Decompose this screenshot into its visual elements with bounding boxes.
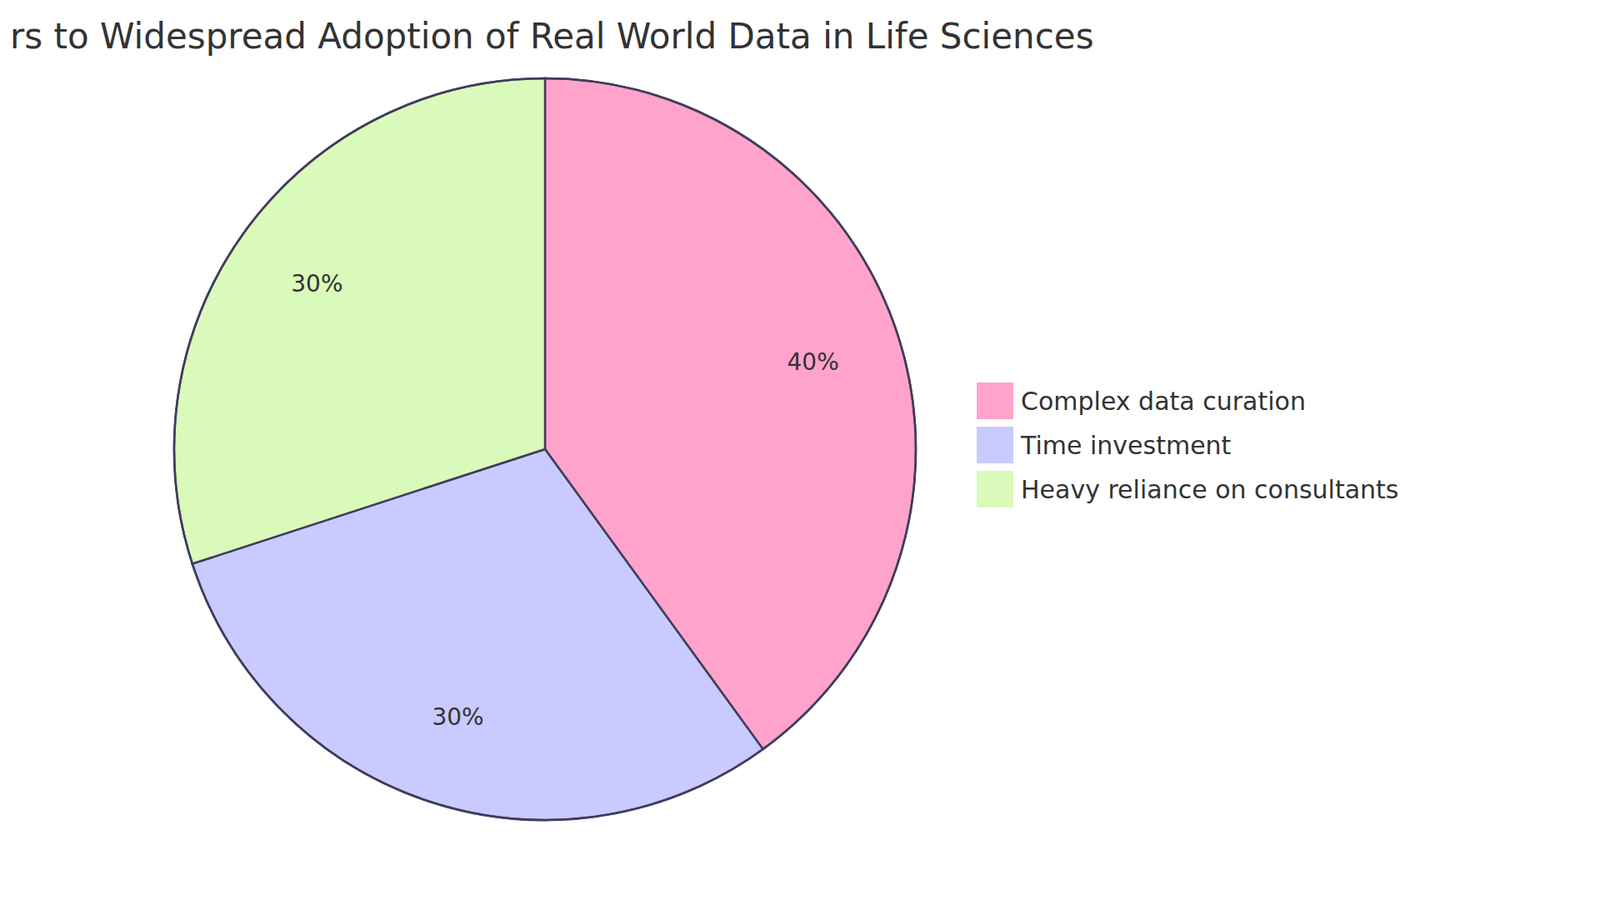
pie-outline [174, 78, 916, 820]
legend-label: Heavy reliance on consultants [1020, 475, 1399, 505]
pie: 40% 30% 30% [174, 78, 916, 820]
chart: rs to Widespread Adoption of Real World … [0, 0, 1600, 900]
legend-swatch [976, 382, 1014, 420]
legend-swatch [976, 470, 1014, 508]
legend-item: Complex data curation [976, 382, 1306, 420]
title: rs to Widespread Adoption of Real World … [10, 15, 1095, 57]
pie-slice [174, 78, 545, 565]
legend-label: Complex data curation [1020, 386, 1306, 416]
legend-item: Heavy reliance on consultants [976, 470, 1399, 508]
legend: Complex data curation Time investment Heav… [976, 382, 1399, 508]
data-label: 30% [431, 703, 484, 731]
data-label: 40% [787, 348, 840, 376]
legend-label: Time investment [1020, 430, 1232, 460]
legend-item: Time investment [976, 426, 1232, 464]
data-label: 30% [290, 270, 343, 298]
legend-swatch [976, 426, 1014, 464]
